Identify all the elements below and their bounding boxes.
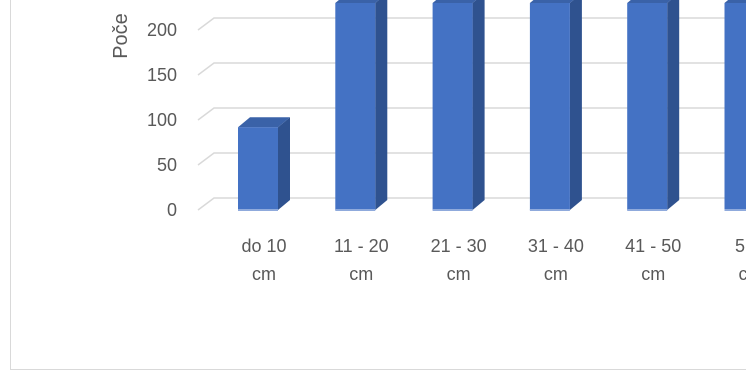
bar: [238, 117, 290, 211]
bar-side: [472, 0, 485, 210]
x-category-label: 51 -cm: [735, 236, 746, 284]
x-axis-categories: do 10 cm 11 - 20 cm 21 - 30 cm 31 - 40 cm 41 - 5…: [241, 236, 746, 284]
bar-front: [238, 127, 278, 210]
bar-side: [375, 0, 388, 210]
bar-front: [627, 3, 668, 210]
x-category-label: 31 - 40 cm: [528, 236, 584, 284]
y-axis-title: Poče: [110, 13, 132, 59]
bar-top: [335, 0, 379, 3]
bar-top: [238, 117, 290, 128]
y-tick-label: 50: [157, 155, 177, 175]
y-tick-label: 150: [147, 65, 177, 85]
y-axis-ticks: 0 50 100 150 200: [147, 20, 177, 220]
bar-side: [569, 0, 582, 210]
bar: [335, 0, 388, 211]
bar-front: [724, 3, 746, 210]
x-category-label: 11 - 20 cm: [334, 236, 389, 284]
x-category-label: 21 - 30 cm: [431, 236, 487, 284]
bar-front: [432, 3, 473, 210]
x-category-label: 41 - 50 cm: [625, 236, 681, 284]
x-category-label: do 10 cm: [241, 236, 286, 284]
bars: [238, 0, 746, 211]
bar: [432, 0, 485, 211]
y-tick-label: 100: [147, 110, 177, 130]
bar: [724, 0, 746, 211]
bar-top: [724, 0, 746, 3]
bar-top: [432, 0, 477, 3]
bar-side: [278, 117, 290, 210]
bar: [529, 0, 582, 211]
y-tick-label: 0: [167, 200, 177, 220]
bar-top: [529, 0, 574, 3]
bar-front: [335, 3, 376, 210]
bar-side: [667, 0, 680, 210]
bar-top: [627, 0, 671, 3]
y-tick-label: 200: [147, 20, 177, 40]
bar-front: [529, 3, 570, 210]
chart-border: [10, 0, 746, 370]
bar: [627, 0, 680, 211]
